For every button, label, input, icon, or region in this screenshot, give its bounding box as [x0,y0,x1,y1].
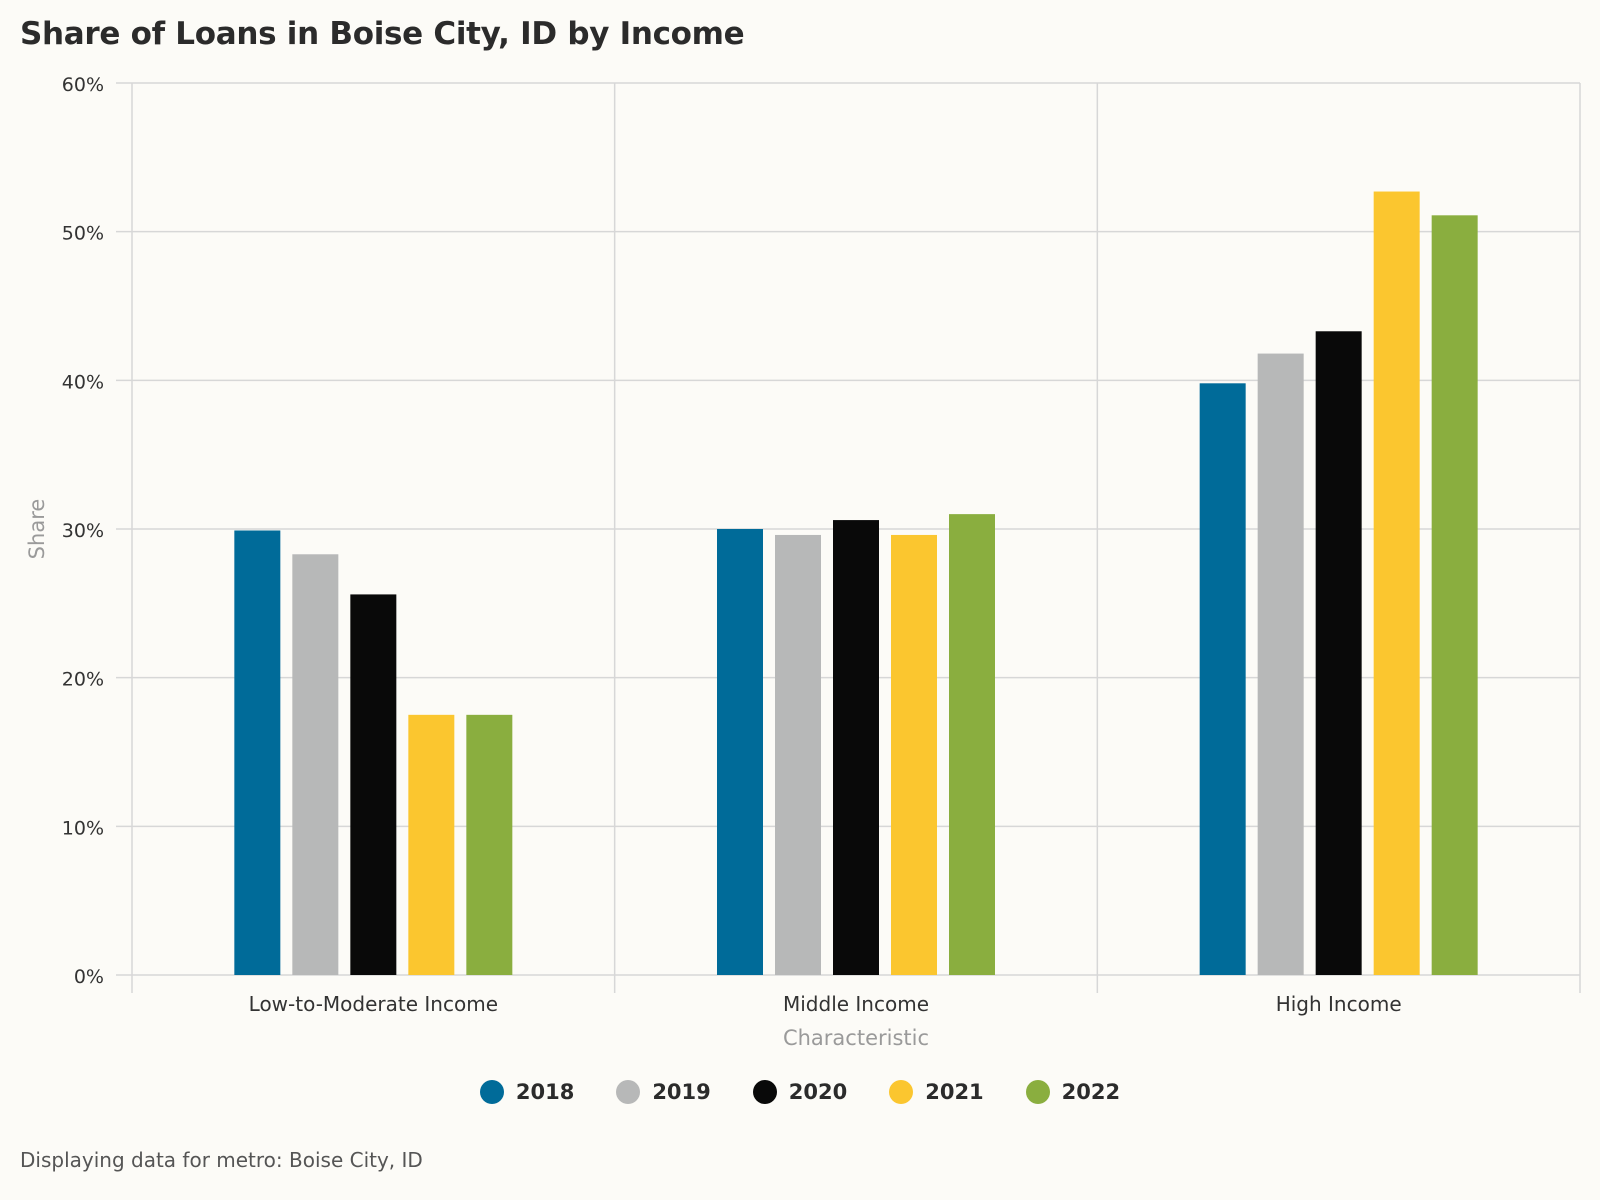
y-tick-label: 60% [62,74,104,96]
x-tick-label: High Income [1276,992,1402,1016]
legend-label: 2021 [925,1080,984,1104]
x-axis-title: Characteristic [783,1026,929,1050]
bar-2022 [466,714,513,975]
legend-swatch-icon [616,1080,641,1104]
legend-label: 2019 [652,1080,711,1104]
legend-swatch-icon [1025,1080,1050,1104]
x-tick-label: Low-to-Moderate Income [249,992,498,1016]
y-tick-label: 50% [62,223,104,245]
y-tick-label: 40% [62,371,104,393]
legend-item-2018[interactable]: 2018 [479,1080,575,1104]
legend-item-2020[interactable]: 2020 [752,1080,848,1104]
bar-2020 [833,520,879,975]
bar-2022 [1431,215,1478,975]
bar-2021 [891,534,937,975]
chart-title: Share of Loans in Boise City, ID by Inco… [20,16,745,52]
legend-label: 2018 [515,1080,575,1104]
x-tick-label: Middle Income [783,992,929,1016]
bar-2021 [408,714,455,975]
legend-item-2021[interactable]: 2021 [889,1080,984,1104]
bar-2020 [1315,331,1362,976]
bar-2021 [1373,191,1420,975]
bar-2019 [292,554,339,975]
legend-label: 2022 [1061,1080,1121,1104]
legend-item-2019[interactable]: 2019 [616,1080,711,1104]
bar-chart: 0% 10% 20% 30% 40% 50% 60% Low-to-Moderate Inco… [25,74,1581,1050]
bar-2018 [717,529,763,975]
bar-2020 [350,594,397,975]
bar-2019 [1257,353,1304,975]
legend-label: 2020 [788,1080,848,1104]
y-tick-label: 10% [62,817,104,839]
y-tick-label: 0% [74,966,104,988]
bar-2019 [775,534,821,975]
legend-item-2022[interactable]: 2022 [1025,1080,1121,1104]
bar-2018 [234,530,281,975]
y-axis-title: Share [25,499,49,560]
legend-swatch-icon [752,1080,777,1104]
legend-swatch-icon [479,1080,504,1104]
y-tick-label: 20% [62,669,104,691]
y-tick-label: 30% [62,520,104,542]
chart-legend: 2018 2019 2020 2021 2022 [0,1080,1600,1104]
footer-note: Displaying data for metro: Boise City, I… [20,1148,423,1172]
legend-swatch-icon [889,1080,914,1104]
bar-2018 [1199,383,1246,976]
bar-2022 [949,514,995,975]
